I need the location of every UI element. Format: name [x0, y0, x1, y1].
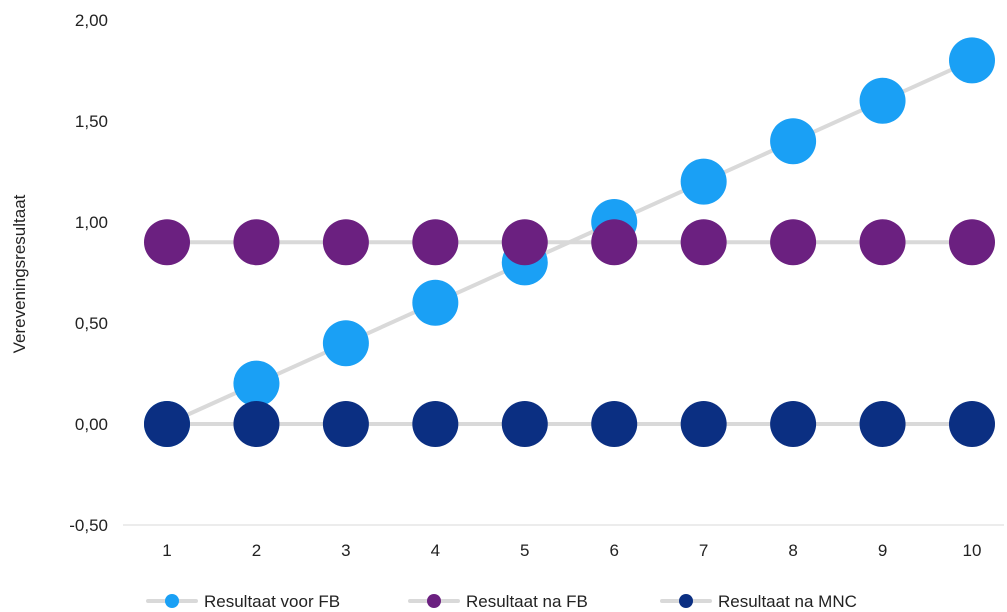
legend-marker [427, 594, 441, 608]
data-point-series-3 [322, 401, 369, 447]
data-point-series-2 [233, 219, 280, 266]
data-point-series-1 [770, 118, 817, 165]
data-point-series-1 [233, 360, 280, 407]
data-point-series-1 [859, 77, 906, 124]
legend-marker [679, 594, 693, 608]
data-point-series-2 [412, 219, 459, 266]
y-tick-label: 1,00 [75, 213, 108, 232]
data-point-series-1 [680, 158, 727, 205]
data-point-series-2 [144, 219, 190, 266]
y-tick-labels: -0,50 0,00 0,50 1,00 1,50 2,00 [69, 11, 108, 535]
x-tick-labels: 1 2 3 4 5 6 7 8 9 10 [162, 541, 981, 560]
data-point-series-2 [591, 219, 638, 266]
x-tick-label: 8 [788, 541, 797, 560]
data-point-series-3 [501, 401, 548, 447]
legend: Resultaat voor FB Resultaat na FB Resultaa… [146, 592, 857, 611]
data-point-series-2 [680, 219, 727, 266]
data-point-series-3 [144, 401, 190, 447]
x-tick-label: 10 [963, 541, 982, 560]
data-point-series-2 [859, 219, 906, 266]
data-point-series-3 [770, 401, 817, 447]
legend-label: Resultaat voor FB [204, 592, 340, 611]
legend-marker [165, 594, 179, 608]
data-point-series-3 [412, 401, 459, 447]
data-point-series-2 [501, 219, 548, 266]
y-axis-title: Vereveningsresultaat [10, 194, 29, 353]
x-tick-label: 2 [252, 541, 261, 560]
data-point-series-3 [859, 401, 906, 447]
series-layer [144, 37, 995, 447]
y-tick-label: 1,50 [75, 112, 108, 131]
legend-label: Resultaat na MNC [718, 592, 857, 611]
y-tick-label: -0,50 [69, 516, 108, 535]
data-point-series-2 [770, 219, 817, 266]
x-tick-label: 1 [162, 541, 171, 560]
data-point-series-2 [949, 219, 995, 266]
x-tick-label: 5 [520, 541, 529, 560]
data-point-series-1 [949, 37, 995, 84]
x-tick-label: 4 [431, 541, 440, 560]
y-tick-label: 2,00 [75, 11, 108, 30]
x-tick-label: 6 [609, 541, 618, 560]
data-point-series-3 [233, 401, 280, 447]
data-point-series-1 [322, 320, 369, 367]
data-point-series-3 [680, 401, 727, 447]
data-point-series-1 [412, 279, 459, 326]
x-tick-label: 3 [341, 541, 350, 560]
x-tick-label: 9 [878, 541, 887, 560]
data-point-series-2 [322, 219, 369, 266]
x-tick-label: 7 [699, 541, 708, 560]
y-tick-label: 0,00 [75, 415, 108, 434]
data-point-series-3 [949, 401, 995, 447]
legend-label: Resultaat na FB [466, 592, 588, 611]
y-tick-label: 0,50 [75, 314, 108, 333]
data-point-series-3 [591, 401, 638, 447]
